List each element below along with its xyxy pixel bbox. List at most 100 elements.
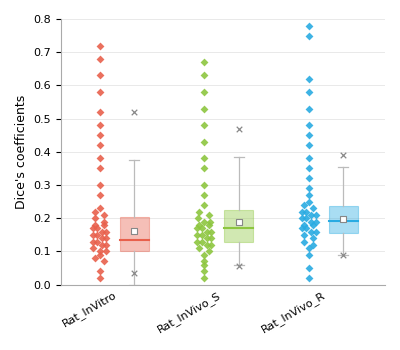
Point	[101, 222, 108, 228]
Point	[90, 245, 97, 251]
Point	[96, 156, 103, 161]
Point	[196, 245, 203, 251]
Point	[90, 232, 96, 238]
Point	[301, 239, 307, 244]
Point	[96, 166, 103, 171]
FancyBboxPatch shape	[120, 217, 149, 252]
Point	[208, 236, 214, 241]
Point	[207, 219, 214, 224]
Point	[306, 265, 312, 271]
Point	[208, 242, 214, 248]
Point	[90, 239, 96, 244]
Point	[312, 219, 319, 224]
Point	[101, 212, 108, 218]
Point	[306, 156, 312, 161]
Point	[201, 122, 208, 128]
Point	[236, 264, 242, 269]
Point	[201, 60, 208, 65]
Point	[103, 229, 110, 234]
Point	[96, 56, 103, 62]
Point	[306, 186, 312, 191]
Point	[101, 219, 108, 224]
Point	[92, 255, 98, 261]
Point	[308, 212, 314, 218]
Point	[306, 166, 312, 171]
Y-axis label: Dice's coefficients: Dice's coefficients	[15, 95, 28, 209]
Point	[96, 182, 103, 188]
Point	[308, 229, 314, 234]
Point	[196, 222, 203, 228]
Point	[301, 202, 307, 208]
Point	[201, 252, 208, 258]
Point	[201, 166, 208, 171]
Point	[103, 242, 110, 248]
Point	[199, 225, 205, 231]
Point	[201, 156, 208, 161]
Point	[96, 205, 103, 211]
Point	[90, 225, 96, 231]
Point	[303, 216, 310, 221]
Point	[96, 73, 103, 78]
Point	[310, 242, 317, 248]
Point	[201, 139, 208, 145]
FancyBboxPatch shape	[224, 210, 253, 242]
Point	[306, 142, 312, 148]
Point	[299, 225, 305, 231]
Point	[340, 252, 346, 258]
Point	[310, 205, 317, 211]
Point	[299, 216, 305, 221]
Point	[306, 122, 312, 128]
Point	[201, 262, 208, 267]
Point	[201, 182, 208, 188]
Point	[310, 222, 317, 228]
FancyBboxPatch shape	[328, 206, 358, 233]
Point	[92, 209, 98, 215]
Point	[101, 259, 108, 264]
Point	[206, 212, 212, 218]
Point	[92, 222, 98, 228]
Point	[96, 109, 103, 115]
Point	[96, 268, 103, 274]
Point	[299, 209, 305, 215]
Point	[206, 249, 212, 254]
Point	[312, 212, 319, 218]
Point	[201, 89, 208, 95]
Point	[194, 225, 201, 231]
Point	[131, 270, 137, 276]
Point	[306, 132, 312, 138]
Point	[340, 216, 346, 222]
Point	[194, 239, 201, 244]
Point	[196, 209, 203, 215]
Point	[310, 236, 317, 241]
Point	[306, 23, 312, 28]
Point	[201, 192, 208, 198]
Point	[201, 275, 208, 281]
Point	[199, 232, 205, 238]
Point	[208, 229, 214, 234]
Point	[306, 106, 312, 111]
Point	[96, 252, 103, 258]
Point	[306, 252, 312, 258]
Point	[303, 209, 310, 215]
Point	[99, 229, 105, 234]
Point	[201, 202, 208, 208]
Point	[203, 242, 210, 248]
Point	[103, 236, 110, 241]
Point	[201, 268, 208, 274]
Point	[206, 222, 212, 228]
Point	[236, 126, 242, 131]
Point	[201, 219, 208, 224]
Point	[131, 109, 137, 115]
Point	[306, 76, 312, 82]
Point	[306, 192, 312, 198]
Point	[301, 232, 307, 238]
Point	[306, 199, 312, 204]
Point	[340, 152, 346, 158]
Point	[96, 43, 103, 48]
Point	[203, 229, 210, 234]
Point	[312, 229, 319, 234]
Point	[96, 89, 103, 95]
Point	[96, 122, 103, 128]
Point	[96, 132, 103, 138]
Point	[96, 275, 103, 281]
